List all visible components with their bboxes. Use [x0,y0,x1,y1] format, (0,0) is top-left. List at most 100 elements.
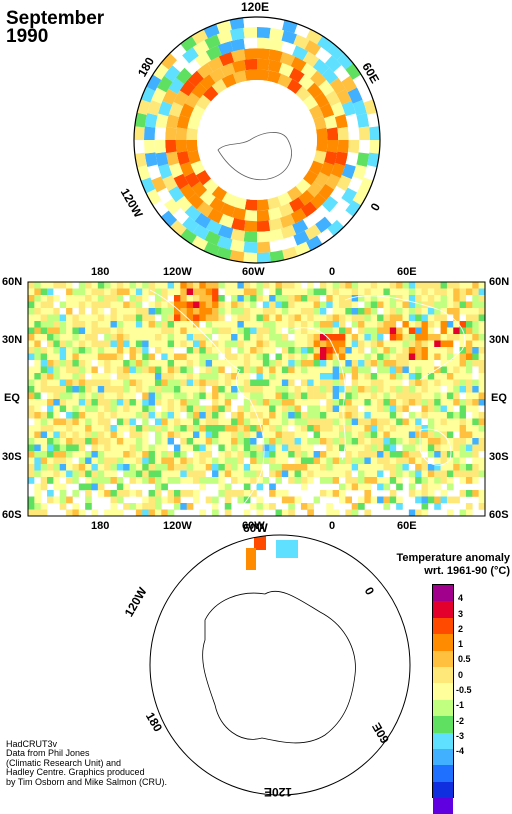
grid-cell [59,366,67,374]
grid-cell [345,399,353,406]
grid-cell [256,366,264,374]
grid-cell [358,451,365,458]
grid-cell [402,301,410,309]
grid-cell [231,334,238,341]
grid-cell [205,412,213,419]
grid-cell [319,425,327,432]
grid-cell [123,457,130,465]
grid-cell [129,431,137,439]
grid-cell [332,340,340,348]
grid-cell [186,308,194,315]
grid-cell [218,282,226,289]
grid-cell [262,340,270,348]
grid-cell [339,477,346,484]
grid-cell [224,405,232,413]
grid-cell [237,451,245,458]
grid-cell [288,392,295,400]
grid-cell [34,477,41,484]
polar-cell [257,58,270,71]
grid-cell [453,301,460,309]
grid-cell [478,470,486,478]
grid-cell [300,321,308,328]
grid-cell [288,295,295,302]
grid-cell [231,327,238,335]
grid-cell [250,405,257,413]
grid-cell [389,412,397,419]
grid-cell [351,425,359,432]
grid-cell [421,431,429,439]
grid-cell [167,405,175,413]
grid-cell [364,340,372,348]
grid-cell [85,353,92,361]
grid-cell [78,425,86,432]
grid-cell [250,412,257,419]
grid-cell [472,360,479,367]
grid-cell [85,301,92,309]
polar-cell [329,77,346,95]
grid-cell [408,373,416,380]
grid-cell [269,503,276,510]
grid-cell [408,295,416,302]
world-map-border [27,281,486,517]
grid-cell [427,464,435,471]
grid-cell [47,431,54,439]
grid-cell [135,451,143,458]
grid-cell [199,295,207,302]
grid-cell [91,444,99,452]
grid-cell [326,457,333,465]
grid-cell [313,301,321,309]
polar-cell [313,150,327,165]
grid-cell [408,457,416,465]
polar-cell [164,65,181,82]
grid-cell [47,457,54,465]
grid-cell [281,392,289,400]
grid-cell [78,366,86,374]
grid-cell [40,438,48,445]
grid-cell [269,360,276,367]
polar-cell [315,216,332,233]
polar-cell [358,140,370,154]
grid-cell [288,451,295,458]
grid-cell [440,451,448,458]
polar-cell [158,100,173,117]
polar-cell [144,152,158,168]
grid-cell [465,425,473,432]
grid-cell [453,321,460,328]
grid-cell [402,405,410,413]
grid-cell [307,282,314,289]
grid-cell [193,301,200,309]
grid-cell [167,412,175,419]
grid-cell [383,360,391,367]
grid-cell [59,295,67,302]
grid-cell [85,470,92,478]
grid-cell [193,425,200,432]
grid-cell [212,509,219,517]
polar-cell [292,45,309,61]
grid-cell [34,438,41,445]
grid-cell [339,282,346,289]
grid-cell [427,321,435,328]
grid-cell [427,399,435,406]
grid-cell [396,308,403,315]
grid-cell [212,496,219,504]
polar-cell [196,201,214,218]
grid-cell [148,347,156,354]
grid-cell [415,412,422,419]
polar-cell [220,62,236,78]
grid-cell [389,353,397,361]
lon-top-0: 0 [329,266,336,278]
grid-cell [97,457,105,465]
grid-cell [129,386,137,393]
grid-cell [72,366,80,374]
grid-cell [142,477,149,484]
grid-cell [237,347,245,354]
grid-cell [345,405,353,413]
grid-cell [167,470,175,478]
grid-cell [66,431,73,439]
grid-cell [104,386,111,393]
polar-cell [302,212,320,229]
grid-cell [104,425,111,432]
grid-cell [40,327,48,335]
grid-cell [47,392,54,400]
grid-cell [186,431,194,439]
